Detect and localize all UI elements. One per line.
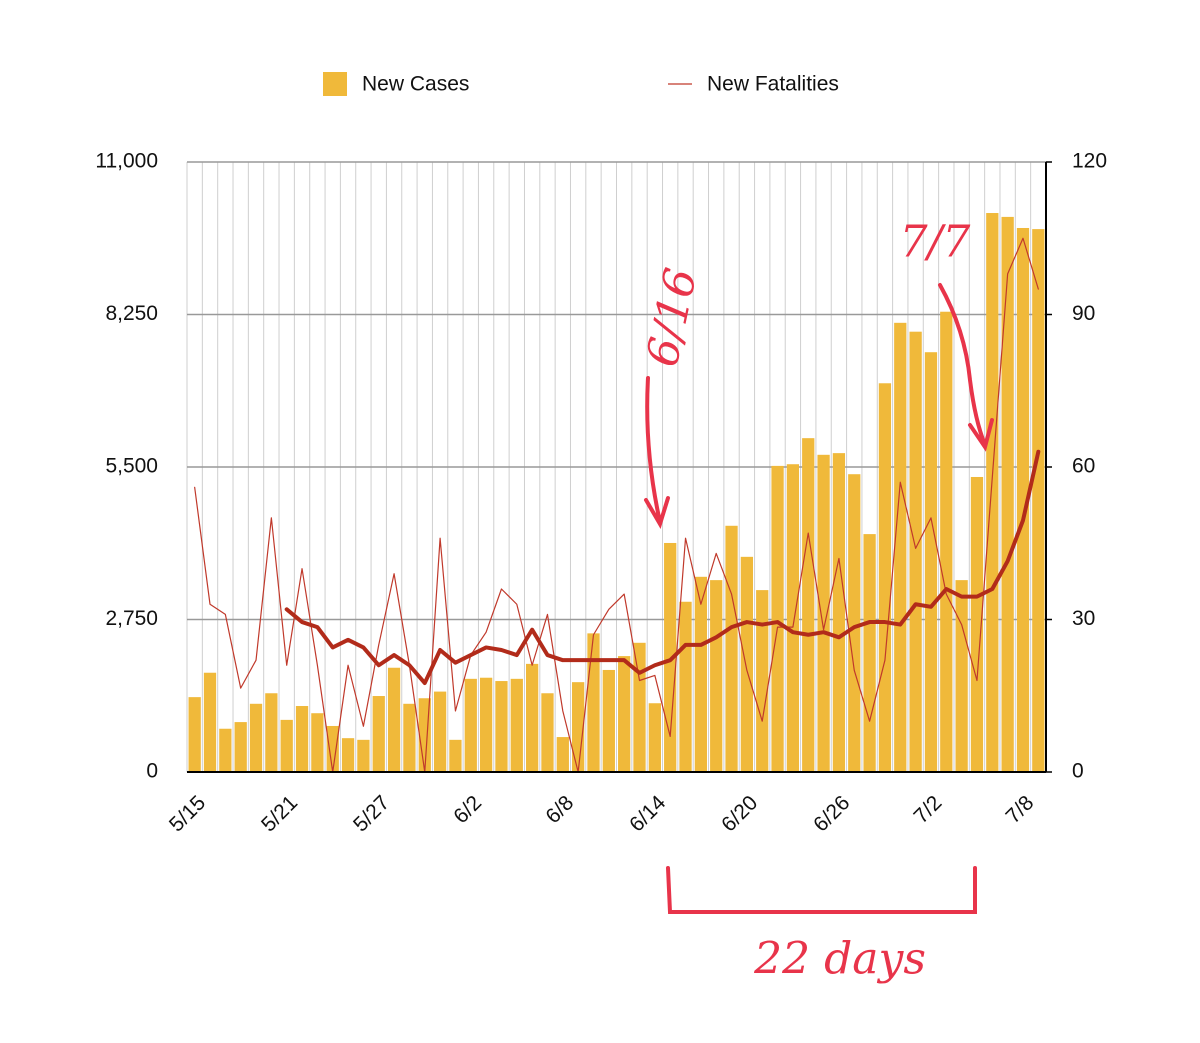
legend-label: New Fatalities [707, 73, 839, 96]
bar [556, 737, 569, 772]
legend-swatch [323, 72, 347, 96]
bar [219, 728, 232, 772]
x-tick-label: 5/21 [257, 791, 302, 836]
y-tick-label: 5,500 [105, 455, 158, 478]
bar [970, 476, 984, 772]
annotation: 22 days [753, 934, 926, 985]
bar [633, 642, 646, 772]
x-tick-label: 5/27 [349, 791, 394, 836]
bar [955, 580, 968, 772]
bar [740, 556, 754, 772]
x-tick-label: 6/14 [625, 791, 670, 836]
bar [894, 322, 907, 772]
handwriting [644, 283, 994, 914]
annotation: 7/7 [900, 217, 971, 268]
bar [924, 352, 938, 772]
bracket [666, 866, 977, 914]
bar [587, 633, 600, 772]
y-tick-label: 8,250 [105, 302, 158, 325]
bar [618, 656, 631, 772]
y-tick-label: 0 [146, 760, 158, 783]
bar [756, 590, 769, 772]
bar [771, 465, 784, 772]
bar [495, 681, 508, 772]
x-tick-label: 6/2 [449, 791, 486, 828]
bar [572, 682, 585, 772]
bar [357, 739, 370, 772]
bar [525, 663, 539, 772]
bar [863, 534, 876, 772]
x-tick-label: 6/26 [809, 791, 854, 836]
bar [802, 438, 815, 772]
bar [265, 693, 278, 772]
bar [679, 601, 692, 772]
bar [234, 722, 247, 772]
bar [326, 725, 339, 772]
bar [832, 453, 846, 772]
x-tick-label: 5/15 [165, 791, 210, 836]
bar [940, 311, 953, 772]
bar [878, 383, 892, 772]
bar [341, 738, 355, 772]
bar [986, 213, 999, 772]
bar [372, 696, 385, 772]
y-tick-label: 11,000 [95, 150, 158, 173]
line [284, 449, 1041, 686]
x-tick-label: 6/8 [541, 791, 578, 828]
bar [909, 331, 922, 772]
bar [249, 703, 263, 772]
bar [403, 703, 416, 772]
bar [433, 691, 447, 772]
bar [602, 669, 615, 772]
arrow-6-16 [644, 376, 670, 529]
plot: 0 2,750 5,500 8,250 11,000 0 30 60 90 120 5/15 5/21… [95, 72, 1107, 836]
bar [1016, 227, 1030, 772]
bar [710, 580, 723, 772]
bar [188, 697, 201, 772]
y2-tick-label: 0 [1072, 760, 1084, 783]
bar [203, 672, 217, 772]
x-tick-label: 7/8 [1002, 791, 1039, 828]
bar [786, 464, 800, 772]
bar [387, 667, 401, 772]
bar [311, 713, 324, 772]
y2-tick-label: 30 [1072, 607, 1095, 630]
bar [817, 454, 830, 772]
arrow-7-7 [938, 283, 994, 452]
legend-label: New Cases [362, 73, 469, 96]
bar [694, 576, 708, 772]
bar [1001, 216, 1014, 772]
bar [725, 525, 738, 772]
x-tick-label: 6/20 [717, 791, 762, 836]
bar [295, 706, 309, 772]
bar [848, 474, 861, 772]
bar [280, 719, 293, 772]
bar [449, 739, 462, 772]
y-tick-label: 2,750 [105, 607, 158, 630]
bar [541, 693, 554, 772]
bar [510, 678, 523, 772]
bar [479, 677, 493, 772]
y2-tick-label: 120 [1072, 150, 1107, 173]
x-tick-label: 7/2 [909, 791, 946, 828]
bar [464, 678, 477, 772]
y2-tick-label: 60 [1072, 455, 1095, 478]
y2-tick-label: 90 [1072, 302, 1095, 325]
bar [1032, 229, 1045, 773]
bar [648, 703, 661, 772]
line [194, 237, 1039, 773]
